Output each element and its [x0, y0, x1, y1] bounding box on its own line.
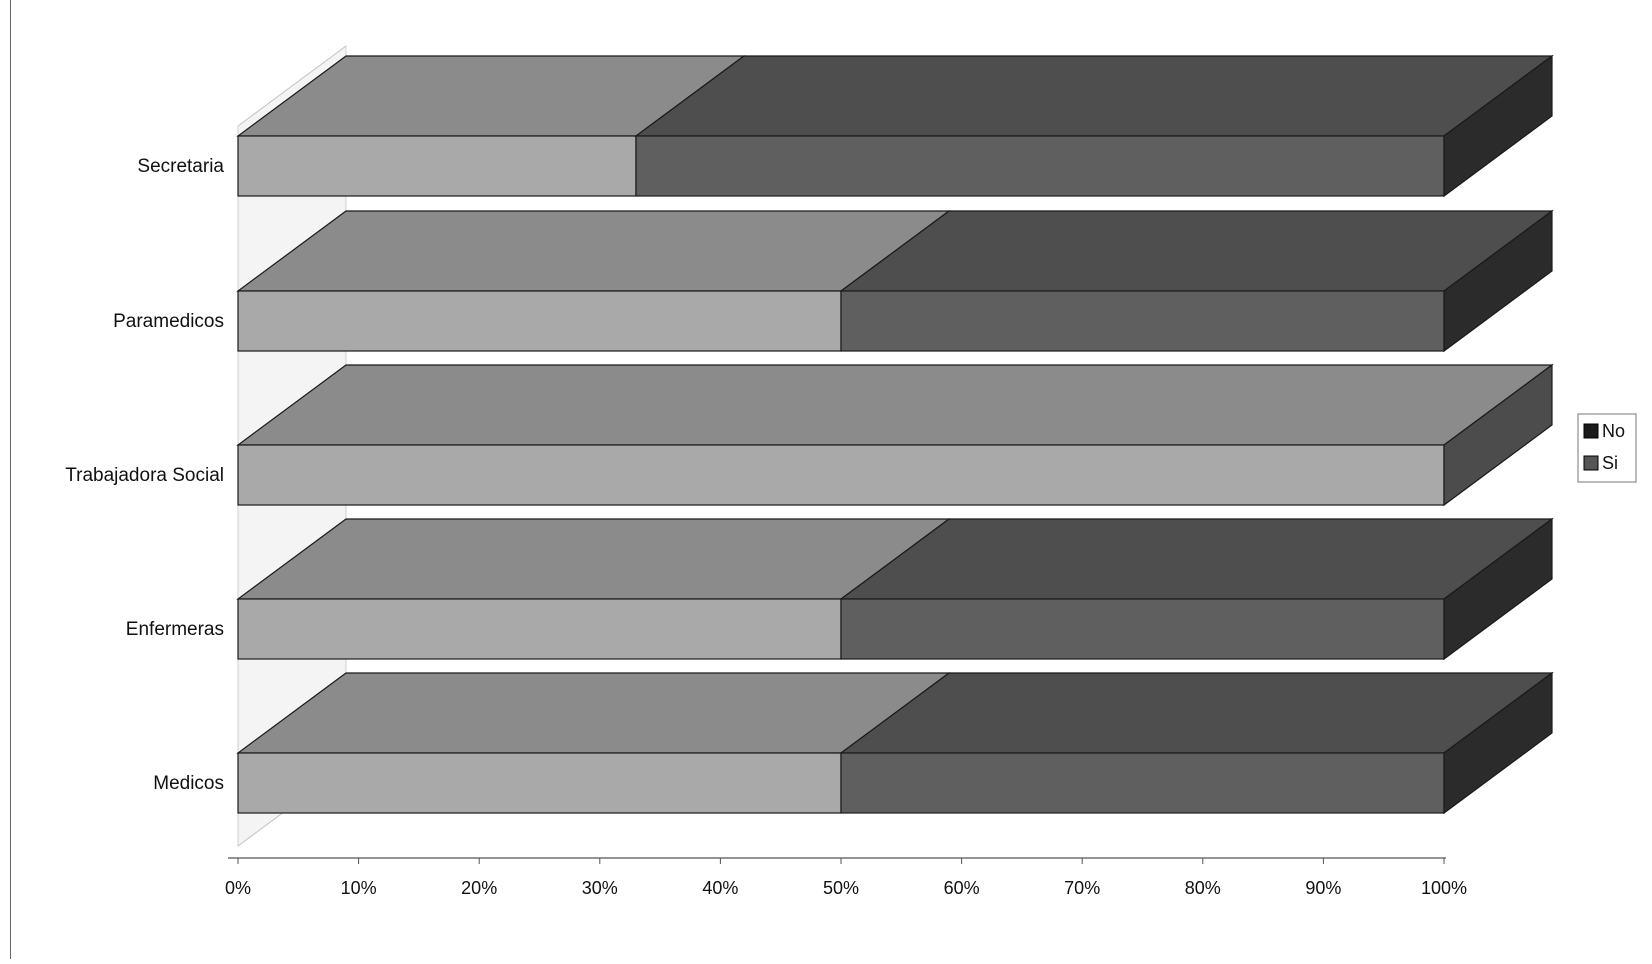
- bar-trabajadora-social-si: [237, 444, 1445, 506]
- chart-legend[interactable]: No Si: [1577, 413, 1637, 483]
- x-tick-label: 80%: [1185, 878, 1221, 898]
- bar-top-medicos-no: [839, 672, 1554, 754]
- legend-label-si: Si: [1602, 453, 1618, 473]
- chart-bars: [236, 54, 1554, 815]
- bar-top-enfermeras-no: [839, 518, 1554, 600]
- x-tick-label: 40%: [702, 878, 738, 898]
- x-tick-label: 20%: [461, 878, 497, 898]
- legend-swatch-si: [1583, 455, 1599, 471]
- category-label: Enfermeras: [126, 619, 224, 640]
- legend-label-no: No: [1602, 421, 1625, 441]
- x-tick-label: 70%: [1064, 878, 1100, 898]
- bar-top-secretaria-no: [634, 55, 1554, 137]
- category-label: Secretaria: [137, 156, 224, 177]
- x-tick-label: 50%: [823, 878, 859, 898]
- chart-frame-left-edge: [10, 0, 11, 959]
- bar-medicos-si: [237, 752, 842, 814]
- bar-side-paramedicos: [1443, 209, 1553, 353]
- bar-top-trabajadora-social-si: [236, 364, 1554, 446]
- bar-enfermeras-si: [237, 598, 842, 660]
- bar-top-medicos-si: [236, 672, 951, 754]
- bar-top-enfermeras-si: [236, 518, 951, 600]
- category-label: Medicos: [153, 773, 224, 794]
- bar-top-paramedicos-no: [839, 210, 1554, 292]
- bar-secretaria-si: [237, 135, 637, 197]
- x-tick-label: 100%: [1421, 878, 1467, 898]
- legend-swatch-no: [1583, 423, 1599, 439]
- bar-paramedicos-si: [237, 290, 842, 352]
- bar-side-enfermeras: [1443, 517, 1553, 661]
- bar-paramedicos-no: [840, 290, 1445, 352]
- bar-side-secretaria: [1443, 54, 1553, 198]
- bar-secretaria-no: [635, 135, 1445, 197]
- x-tick-label: 10%: [341, 878, 377, 898]
- chart-axes: Medicos Enfermeras Trabajadora Social Param…: [65, 156, 1467, 898]
- x-tick-label: 30%: [582, 878, 618, 898]
- category-label: Trabajadora Social: [65, 465, 224, 486]
- bar-enfermeras-no: [840, 598, 1445, 660]
- bar-top-paramedicos-si: [236, 210, 951, 292]
- bar-side-medicos: [1443, 671, 1553, 815]
- category-label: Paramedicos: [113, 311, 224, 332]
- wall-top-edge: [237, 45, 347, 127]
- x-tick-label: 0%: [225, 878, 251, 898]
- x-tick-label: 90%: [1305, 878, 1341, 898]
- x-tick-label: 60%: [944, 878, 980, 898]
- bar-medicos-no: [840, 752, 1445, 814]
- bar-side-trabajadora-social: [1443, 363, 1553, 507]
